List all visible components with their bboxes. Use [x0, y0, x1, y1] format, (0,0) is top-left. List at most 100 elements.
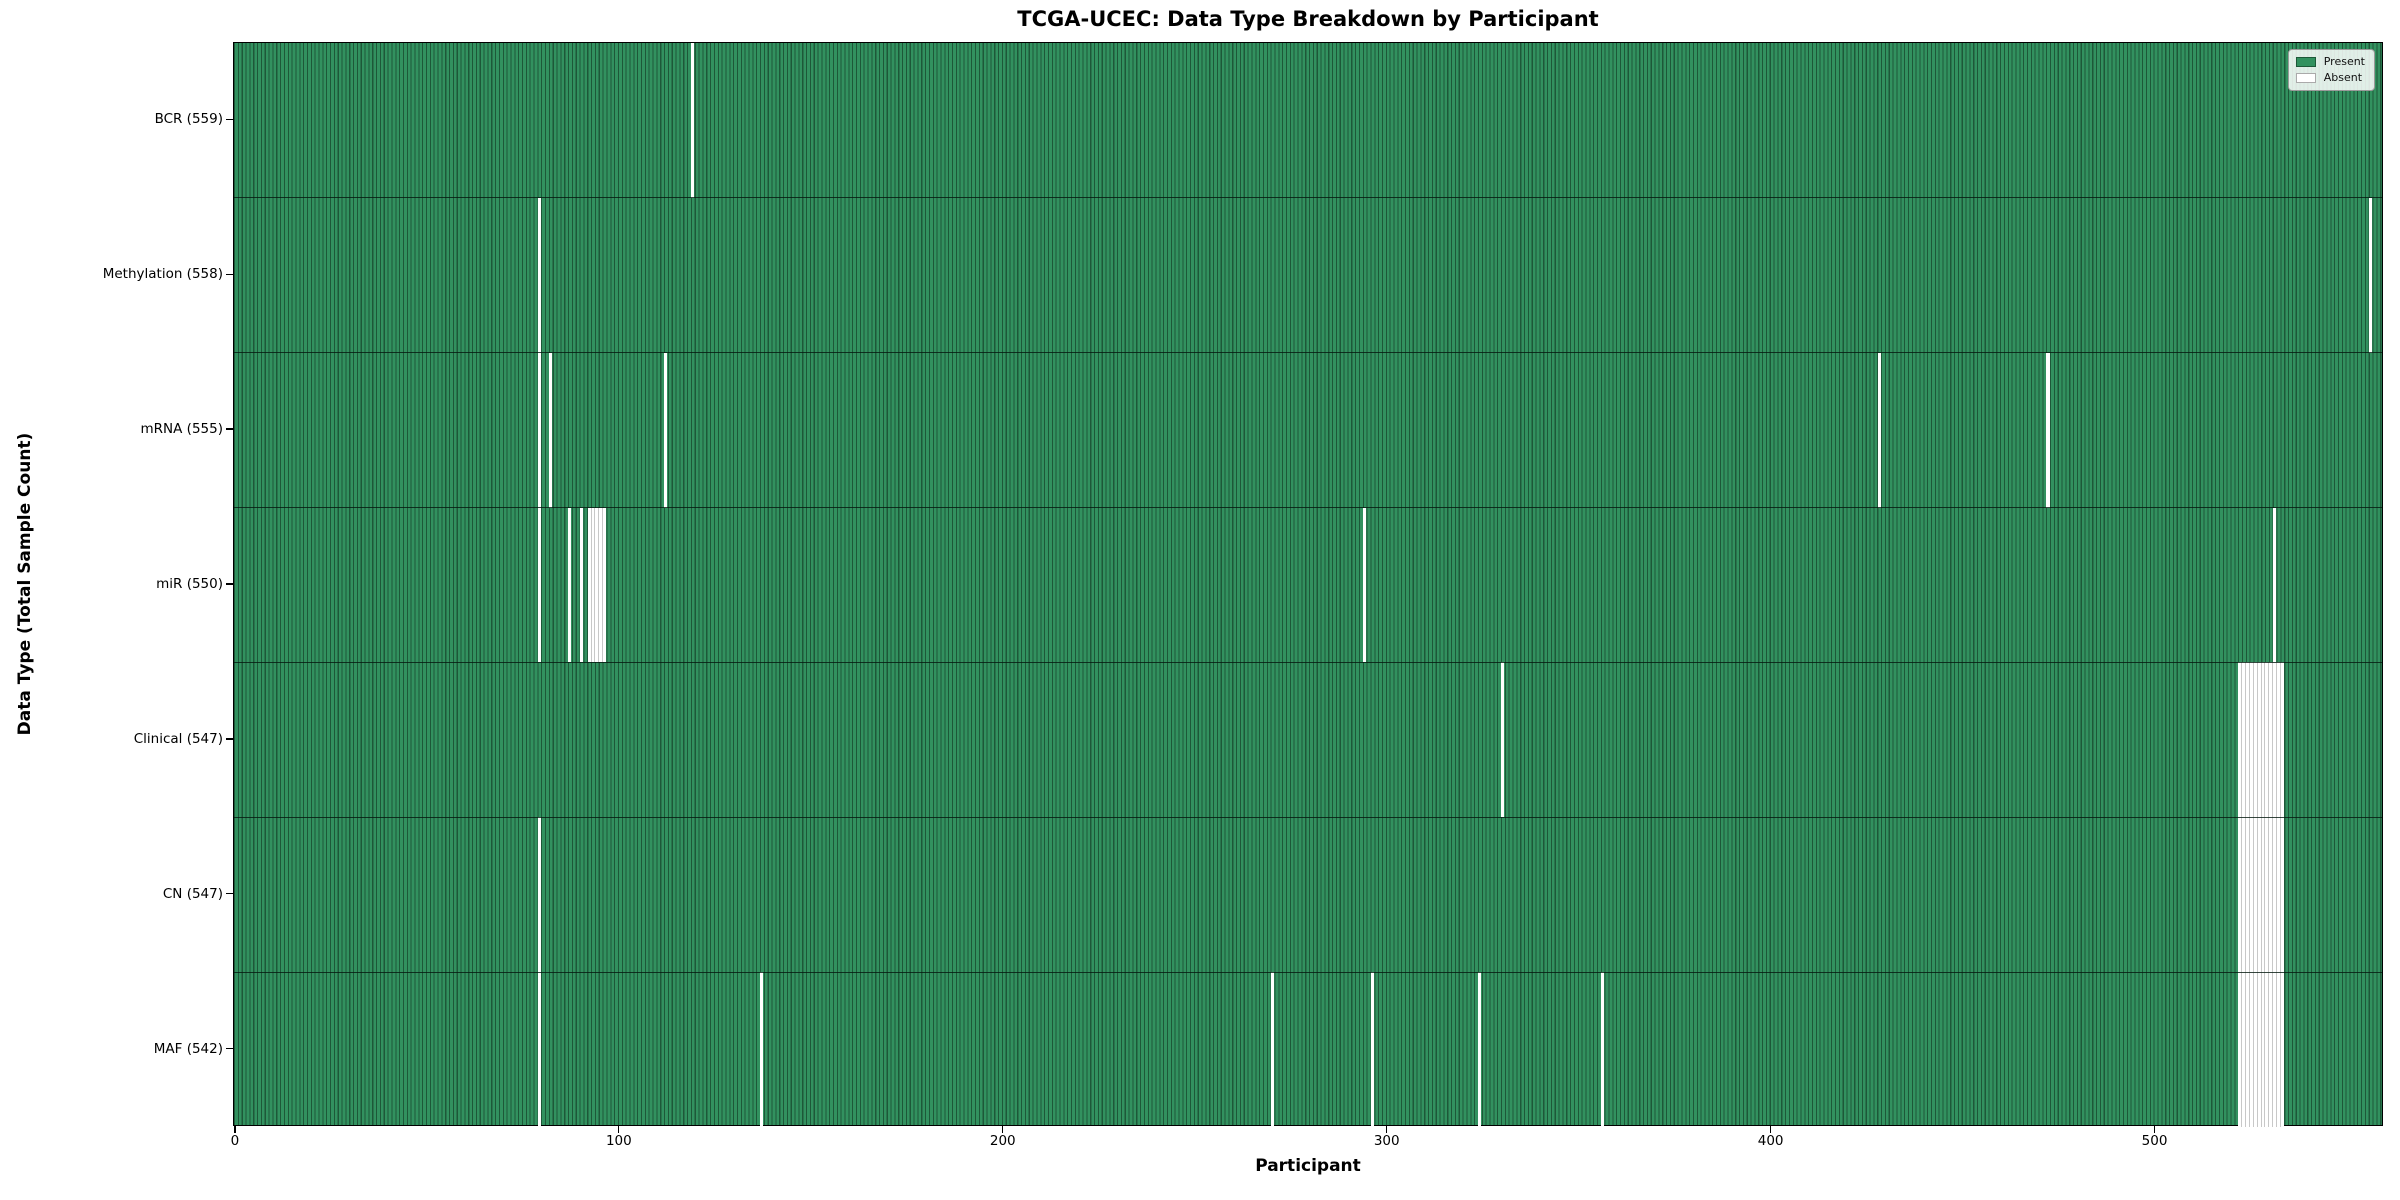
absent-gap-Clinical-527 — [2256, 662, 2261, 818]
y-tick-label-miR: miR (550) — [156, 576, 223, 592]
x-tick-mark — [2153, 1126, 2156, 1133]
absent-gap-MAF-528 — [2260, 972, 2265, 1127]
absent-gap-Methylation-79 — [537, 197, 541, 353]
absent-gap-CN-532 — [2276, 817, 2281, 973]
absent-gap-MAF-523 — [2241, 972, 2246, 1127]
y-tick-label-mRNA: mRNA (555) — [140, 421, 223, 438]
y-axis-title: Data Type (Total Sample Count) — [15, 432, 35, 736]
absent-gap-Clinical-526 — [2252, 662, 2257, 818]
absent-gap-miR-531 — [2273, 507, 2277, 663]
absent-gap-Clinical-522 — [2238, 662, 2242, 818]
absent-gap-CN-529 — [2264, 817, 2269, 973]
y-tick-mark — [226, 893, 233, 895]
absent-gap-mRNA-79 — [537, 352, 541, 508]
absent-gap-CN-533 — [2279, 817, 2284, 973]
absent-gap-MAF-533 — [2279, 972, 2284, 1127]
absent-gap-Clinical-533 — [2279, 662, 2284, 818]
x-tick-label-400: 400 — [1757, 1133, 1784, 1149]
absent-gap-Clinical-532 — [2276, 662, 2281, 818]
absent-gap-CN-528 — [2260, 817, 2265, 973]
x-tick-label-200: 200 — [989, 1133, 1016, 1149]
absent-gap-Clinical-524 — [2245, 662, 2250, 818]
row-boundary-line — [234, 661, 2382, 663]
absent-gap-CN-531 — [2272, 817, 2277, 973]
absent-gap-Clinical-528 — [2260, 662, 2265, 818]
absent-gap-Clinical-529 — [2264, 662, 2269, 818]
absent-gap-MAF-270 — [1270, 972, 1275, 1127]
plot-area: Present Absent — [233, 42, 2383, 1127]
absent-gap-MAF-531 — [2272, 972, 2277, 1127]
absent-gap-miR-79 — [537, 507, 541, 663]
absent-gap-MAF-356 — [1601, 972, 1605, 1127]
absent-gap-MAF-522 — [2238, 972, 2242, 1127]
absent-gap-MAF-137 — [760, 972, 764, 1127]
absent-gap-CN-524 — [2245, 817, 2250, 973]
absent-gap-CN-526 — [2252, 817, 2257, 973]
absent-gap-miR-94 — [594, 507, 599, 663]
y-tick-mark — [226, 738, 233, 740]
absent-gap-CN-522 — [2238, 817, 2242, 973]
x-tick-mark — [1769, 1126, 1772, 1133]
absent-gap-Clinical-330 — [1501, 662, 1505, 818]
y-tick-mark — [226, 583, 233, 585]
row-boundary-line — [234, 352, 2382, 354]
y-tick-label-MAF: MAF (542) — [153, 1040, 223, 1057]
absent-gap-Methylation-556 — [2368, 197, 2373, 353]
absent-gap-miR-87 — [568, 507, 572, 663]
absent-gap-MAF-526 — [2252, 972, 2257, 1127]
y-tick-label-CN: CN (547) — [162, 885, 223, 902]
y-tick-mark — [226, 1047, 233, 1050]
y-tick-label-Clinical: Clinical (547) — [133, 730, 223, 747]
absent-gap-MAF-532 — [2276, 972, 2281, 1127]
absent-gap-miR-92 — [587, 507, 591, 663]
absent-gap-MAF-296 — [1370, 972, 1374, 1127]
absent-gap-CN-527 — [2256, 817, 2261, 973]
x-tick-label-500: 500 — [2141, 1133, 2168, 1149]
absent-gap-mRNA-472 — [2046, 352, 2050, 508]
absent-gap-CN-79 — [537, 817, 541, 973]
absent-gap-miR-90 — [579, 507, 583, 663]
absent-gap-Clinical-525 — [2249, 662, 2254, 818]
absent-gap-Clinical-531 — [2272, 662, 2277, 818]
legend-label-present: Present — [2323, 55, 2365, 68]
legend-entry-absent: Absent — [2295, 71, 2365, 84]
y-tick-mark — [226, 273, 233, 275]
absent-gap-Clinical-523 — [2241, 662, 2246, 818]
absent-gap-CN-530 — [2268, 817, 2273, 973]
absent-gap-MAF-529 — [2264, 972, 2269, 1127]
x-tick-mark — [1002, 1126, 1004, 1133]
row-boundary-line — [234, 816, 2382, 818]
y-tick-mark — [226, 428, 233, 430]
x-tick-label-300: 300 — [1373, 1133, 1400, 1149]
absent-gap-CN-523 — [2241, 817, 2246, 973]
absent-gap-Clinical-530 — [2268, 662, 2273, 818]
absent-gap-MAF-324 — [1478, 972, 1482, 1127]
x-axis-title: Participant — [1255, 1156, 1361, 1176]
absent-gap-MAF-530 — [2268, 972, 2273, 1127]
row-boundary-line — [234, 197, 2382, 199]
legend-swatch-present — [2295, 57, 2316, 67]
x-tick-label-100: 100 — [605, 1133, 632, 1149]
x-tick-mark — [1386, 1126, 1388, 1133]
absent-gap-MAF-525 — [2249, 972, 2254, 1127]
x-tick-label-0: 0 — [230, 1133, 240, 1149]
absent-gap-mRNA-82 — [549, 352, 553, 508]
y-tick-label-Methylation: Methylation (558) — [102, 266, 223, 283]
y-tick-label-BCR: BCR (559) — [154, 111, 223, 128]
absent-gap-CN-525 — [2249, 817, 2254, 973]
absent-gap-miR-93 — [590, 507, 595, 663]
absent-gap-miR-95 — [598, 507, 603, 663]
row-boundary-line — [234, 507, 2382, 509]
legend-entry-present: Present — [2295, 55, 2365, 68]
absent-gap-miR-294 — [1363, 507, 1367, 663]
absent-gap-MAF-524 — [2245, 972, 2250, 1127]
legend: Present Absent — [2287, 49, 2375, 91]
absent-gap-mRNA-428 — [1877, 352, 1881, 508]
row-boundary-line — [234, 971, 2382, 973]
legend-label-absent: Absent — [2323, 71, 2363, 84]
absent-gap-MAF-79 — [537, 972, 541, 1127]
y-tick-mark — [226, 118, 233, 121]
absent-gap-MAF-527 — [2256, 972, 2261, 1127]
legend-swatch-absent — [2295, 73, 2316, 83]
